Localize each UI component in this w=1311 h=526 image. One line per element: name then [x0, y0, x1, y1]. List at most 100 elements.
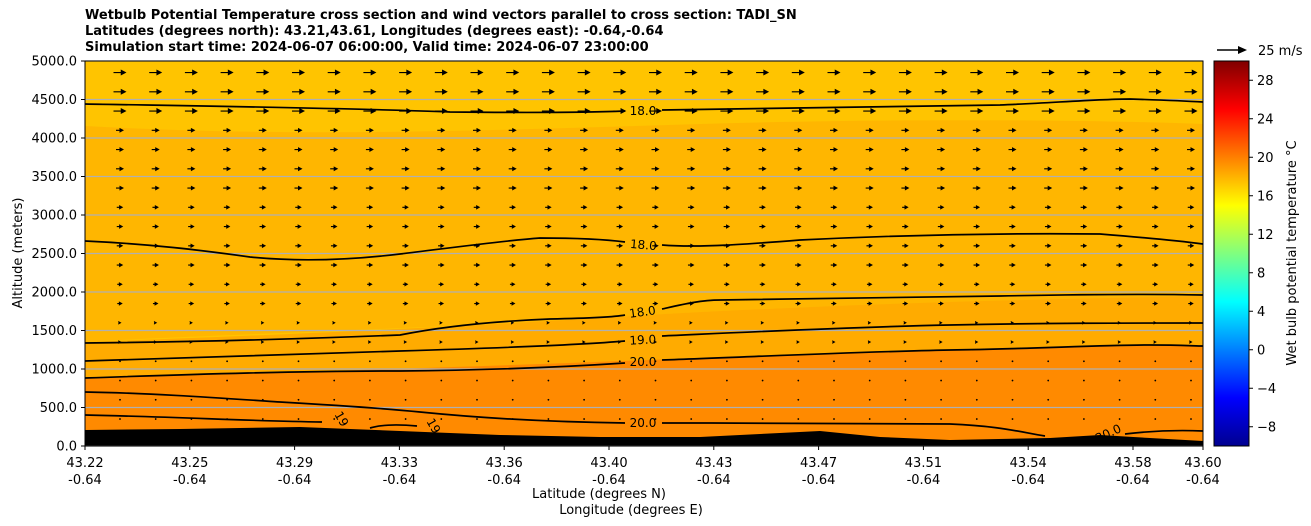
wind-vector — [1115, 166, 1124, 172]
wind-vector — [151, 185, 160, 191]
wind-vector — [761, 418, 764, 420]
wind-vector — [615, 166, 624, 172]
wind-vector — [330, 262, 338, 268]
wind-vector — [761, 379, 764, 382]
wind-vector — [261, 360, 264, 363]
wind-vector — [190, 398, 193, 401]
wind-vector — [867, 340, 872, 344]
wind-vector — [258, 147, 267, 153]
x-tick-label-lat: 43.60 — [1184, 456, 1221, 471]
wind-vector — [367, 282, 373, 287]
wind-vector — [580, 262, 588, 268]
wind-vector — [476, 418, 478, 420]
wind-vector — [508, 185, 517, 191]
wind-vector — [796, 340, 800, 344]
wind-vector — [152, 282, 159, 287]
wind-vector — [833, 398, 835, 401]
contour-18-mid — [85, 232, 1203, 261]
wind-vector — [1082, 340, 1086, 344]
wind-vector — [330, 127, 339, 133]
wind-vector — [1152, 262, 1159, 268]
wind-vector — [1009, 243, 1016, 249]
wind-vector — [934, 69, 948, 76]
wind-vector — [758, 166, 767, 172]
wind-vector — [722, 147, 731, 153]
y-tick-label: 3000.0 — [32, 209, 78, 224]
wind-vector — [1148, 69, 1162, 76]
wind-vector — [723, 205, 731, 210]
wind-vector — [1116, 243, 1123, 249]
wind-vector — [333, 398, 336, 401]
wind-vector — [438, 224, 445, 229]
wind-vector — [258, 127, 267, 133]
wind-vector — [331, 301, 337, 306]
wind-vector — [937, 243, 945, 249]
wind-vector — [116, 243, 124, 249]
wind-vector — [119, 418, 121, 420]
wind-vector — [149, 108, 163, 115]
wind-vector — [259, 262, 267, 268]
x-tick-label-lon: -0.64 — [592, 473, 626, 488]
wind-vector — [1184, 69, 1198, 76]
wind-vector — [1187, 243, 1195, 249]
wind-vector — [759, 282, 766, 287]
wind-vector — [649, 88, 662, 95]
wind-vector — [582, 320, 586, 325]
colorbar-tick-label: −4 — [1257, 382, 1276, 397]
wind-vector — [797, 379, 800, 382]
wind-vector — [868, 398, 871, 401]
wind-vector — [506, 88, 520, 95]
wind-vector — [577, 69, 591, 76]
wind-vector — [972, 185, 981, 191]
wind-vector — [116, 147, 124, 153]
wind-vector — [901, 127, 910, 133]
title-line-2: Latitudes (degrees north): 43.21,43.61, … — [85, 24, 664, 39]
wind-vector — [617, 282, 623, 287]
wind-vector — [724, 282, 730, 287]
wind-vector — [151, 147, 160, 153]
wind-vector — [795, 282, 802, 287]
wind-vector — [149, 69, 163, 76]
wind-vector — [756, 108, 770, 115]
colorbar-tick-label: 28 — [1257, 74, 1274, 89]
wind-vector — [116, 205, 124, 210]
wind-vector — [796, 320, 800, 325]
wind-vector — [294, 147, 303, 153]
wind-vector — [260, 301, 266, 306]
title-line-1: Wetbulb Potential Temperature cross sect… — [85, 8, 797, 23]
wind-vector — [404, 360, 407, 363]
x-tick-label-lat: 43.33 — [381, 456, 418, 471]
x-tick-label-lat: 43.43 — [695, 456, 732, 471]
wind-vector — [1011, 379, 1014, 382]
wind-vector — [904, 360, 907, 363]
wind-vector — [618, 418, 621, 420]
wind-vector — [898, 108, 912, 115]
x-tick-label-lat: 43.22 — [66, 456, 103, 471]
wind-vector — [722, 166, 731, 172]
wind-vector — [545, 205, 552, 210]
wind-vector — [188, 205, 195, 210]
wind-vector — [937, 166, 946, 172]
wind-vector — [440, 360, 443, 363]
wind-vector — [580, 166, 589, 172]
y-tick-label: 4000.0 — [32, 132, 78, 147]
wind-vector — [1080, 243, 1088, 249]
wind-vector — [827, 69, 841, 76]
wind-vector — [652, 243, 659, 249]
wind-vector — [295, 301, 302, 306]
wind-vector — [1116, 205, 1123, 210]
wind-vector — [223, 224, 231, 229]
wind-vector — [258, 185, 267, 191]
wind-vector — [649, 69, 662, 76]
wind-vector — [1044, 243, 1052, 249]
wind-vector — [474, 301, 480, 306]
colorbar-tick-label: 24 — [1257, 112, 1274, 127]
colorbar-tick-label: 0 — [1257, 343, 1265, 358]
wind-vector — [1041, 88, 1055, 95]
wind-vector — [973, 205, 981, 210]
wind-vector — [402, 205, 409, 210]
wind-vector — [1047, 398, 1050, 401]
wind-vector — [1115, 127, 1124, 133]
wind-vector — [188, 243, 195, 249]
wind-vector — [833, 418, 835, 420]
